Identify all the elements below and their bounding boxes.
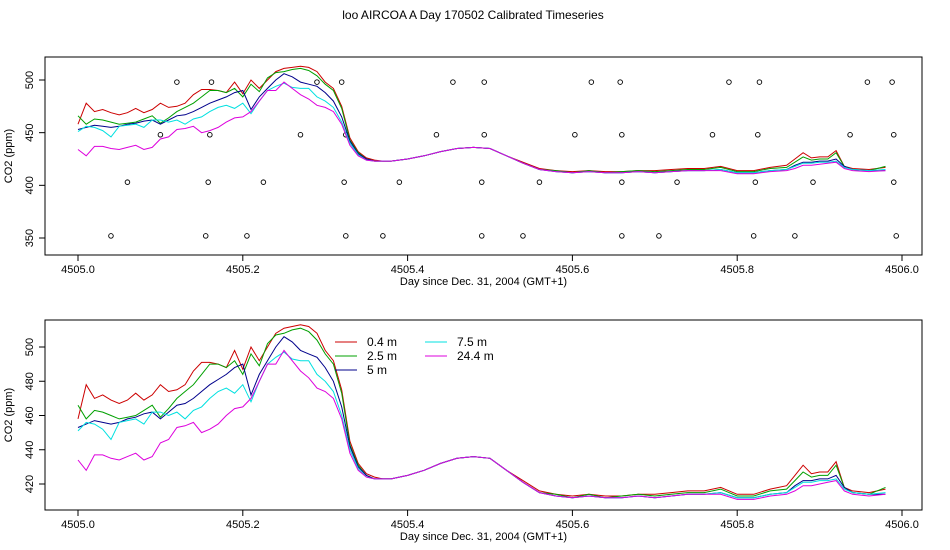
calibration-point [338, 79, 345, 85]
series-line-0-4-m [77, 324, 886, 497]
calibration-point [174, 79, 180, 85]
series-line-5-m [77, 73, 886, 174]
y-axis-label: CO2 (ppm) [3, 129, 15, 183]
calibration-point [450, 79, 456, 85]
calibration-point [481, 79, 487, 85]
calibration-point [244, 233, 250, 239]
calibration-point [343, 233, 349, 239]
x-tick-label: 4505.6 [556, 519, 590, 531]
legend-label: 24.4 m [457, 349, 494, 363]
calibration-point [396, 179, 403, 185]
calibration-point [341, 179, 347, 185]
x-tick-label: 4505.6 [556, 264, 590, 276]
x-tick-label: 4505.4 [391, 264, 425, 276]
calibration-point [617, 79, 623, 85]
calibration-point [588, 79, 595, 85]
y-tick-label: 440 [24, 441, 36, 459]
calibration-point [202, 233, 209, 239]
y-tick-label: 500 [24, 71, 36, 89]
x-tick-label: 4505.2 [226, 264, 260, 276]
calibration-point [520, 233, 526, 239]
series-line-24-4-m [77, 81, 886, 175]
legend-label: 2.5 m [367, 349, 397, 363]
series-line-7-5-m [77, 82, 886, 174]
series-group [77, 65, 886, 175]
calibration-point [208, 79, 215, 85]
calibration-point [260, 179, 267, 185]
calibration-point [752, 179, 759, 185]
calibration-point [674, 179, 680, 185]
calibration-point [619, 179, 625, 185]
calibration-point [205, 179, 211, 185]
y-tick-label: 350 [24, 229, 36, 247]
x-axis-label: Day since Dec. 31, 2004 (GMT+1) [400, 531, 567, 543]
calibration-point [750, 233, 757, 239]
legend-label: 5 m [367, 363, 387, 377]
calibration-point [726, 79, 732, 85]
calibration-point [893, 233, 899, 239]
x-tick-label: 4506.0 [885, 519, 919, 531]
series-line-0-4-m [77, 65, 886, 173]
x-axis-label: Day since Dec. 31, 2004 (GMT+1) [400, 276, 567, 288]
calibration-point [572, 132, 578, 138]
series-line-2-5-m [77, 67, 886, 174]
calibration-point [157, 132, 164, 138]
calibration-point [889, 79, 895, 85]
y-tick-label: 500 [24, 338, 36, 356]
top-panel: 4505.0 4505.2 4505.4 4505.6 4505.8 4506.0 350 4… [3, 56, 923, 288]
calibration-point [810, 179, 816, 185]
calibration-point [619, 132, 625, 138]
calibration-point [709, 132, 716, 138]
calibration-point [755, 132, 761, 138]
calibration-point [891, 179, 897, 185]
chart-title: loo AIRCOA A Day 170502 Calibrated Times… [342, 8, 603, 22]
bottom-panel: 4505.0 4505.2 4505.4 4505.6 4505.8 4506.0 420 4… [3, 319, 923, 543]
calibration-point [380, 233, 386, 239]
series-line-24-4-m [77, 349, 886, 500]
calibration-point [433, 132, 440, 138]
y-tick-label: 400 [24, 176, 36, 194]
x-tick-label: 4505.8 [720, 264, 754, 276]
calibration-point [756, 79, 763, 85]
x-tick-label: 4505.0 [61, 264, 95, 276]
plot-frame [44, 56, 923, 256]
series-group [77, 324, 886, 500]
y-tick-label: 480 [24, 372, 36, 390]
x-tick-label: 4505.8 [720, 519, 754, 531]
calibration-point [481, 132, 487, 138]
y-tick-label: 460 [24, 406, 36, 424]
calibration-point [207, 132, 213, 138]
series-line-7-5-m [77, 351, 886, 499]
calibration-point [479, 179, 485, 185]
calibration-point [108, 233, 114, 239]
legend-label: 7.5 m [457, 335, 487, 349]
legend-label: 0.4 m [367, 335, 397, 349]
calibration-point [891, 132, 897, 138]
calibration-point [479, 233, 485, 239]
calibration-point [619, 233, 625, 239]
calibration-point [792, 233, 798, 239]
x-tick-label: 4505.2 [226, 519, 260, 531]
calibration-point [864, 79, 871, 85]
calibration-point [124, 179, 131, 185]
x-tick-label: 4505.0 [61, 519, 95, 531]
x-tick-label: 4505.4 [391, 519, 425, 531]
x-tick-label: 4506.0 [885, 264, 919, 276]
calibration-point [297, 132, 304, 138]
y-tick-label: 420 [24, 475, 36, 493]
calibration-point [847, 132, 853, 138]
y-axis-label: CO2 (ppm) [3, 388, 15, 442]
calibration-point [314, 79, 320, 85]
calibration-point [536, 179, 543, 185]
calibration-point [656, 233, 662, 239]
y-tick-label: 450 [24, 123, 36, 141]
